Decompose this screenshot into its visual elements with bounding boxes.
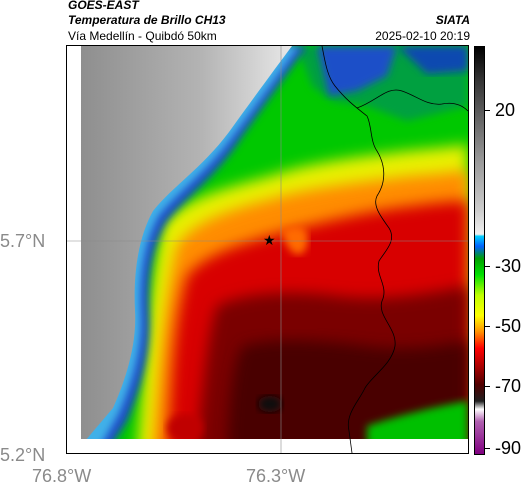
satellite-title: GOES-EAST: [68, 0, 139, 12]
star-marker: ★: [263, 233, 276, 249]
colorbar-label-minus50: -50: [495, 316, 522, 336]
lon-label-76.3: 76.3°W: [246, 466, 306, 486]
datetime-label: 2025-02-10 20:19: [375, 29, 470, 43]
coldest-spot: [258, 396, 282, 412]
lon-label-76.8: 76.8°W: [32, 466, 92, 486]
colorbar: [474, 46, 485, 455]
colorbar-tick: [485, 110, 490, 111]
border-line-north: [356, 89, 468, 112]
colorbar-label-minus90: -90: [495, 438, 522, 458]
colorbar-tick: [485, 448, 490, 449]
band-blue: [317, 46, 397, 96]
lat-label-5.2: 5.2°N: [0, 445, 46, 465]
colorbar-label-20: 20: [495, 100, 516, 120]
no-data-strip-bottom: [67, 439, 468, 453]
lat-label-5.7: 5.7°N: [0, 231, 46, 251]
colorbar-tick: [485, 386, 490, 387]
band-blue-ne: [397, 46, 468, 74]
satellite-map[interactable]: ★: [66, 45, 469, 454]
no-data-strip-left: [67, 46, 81, 453]
sw-red-blob: [167, 414, 203, 442]
colorbar-label-minus70: -70: [495, 376, 522, 396]
route-subtitle: Vía Medellín - Quibdó 50km: [68, 29, 217, 43]
orange-intrusion: [282, 226, 308, 255]
clear-sky-land: [67, 46, 292, 441]
colorbar-tick: [485, 266, 490, 267]
agency-label: SIATA: [435, 13, 470, 27]
map-raster: ★: [67, 46, 468, 453]
border-line: [321, 46, 396, 453]
colorbar-label-minus30: -30: [495, 256, 522, 276]
product-title: Temperatura de Brillo CH13: [68, 13, 226, 27]
colorbar-tick: [485, 326, 490, 327]
